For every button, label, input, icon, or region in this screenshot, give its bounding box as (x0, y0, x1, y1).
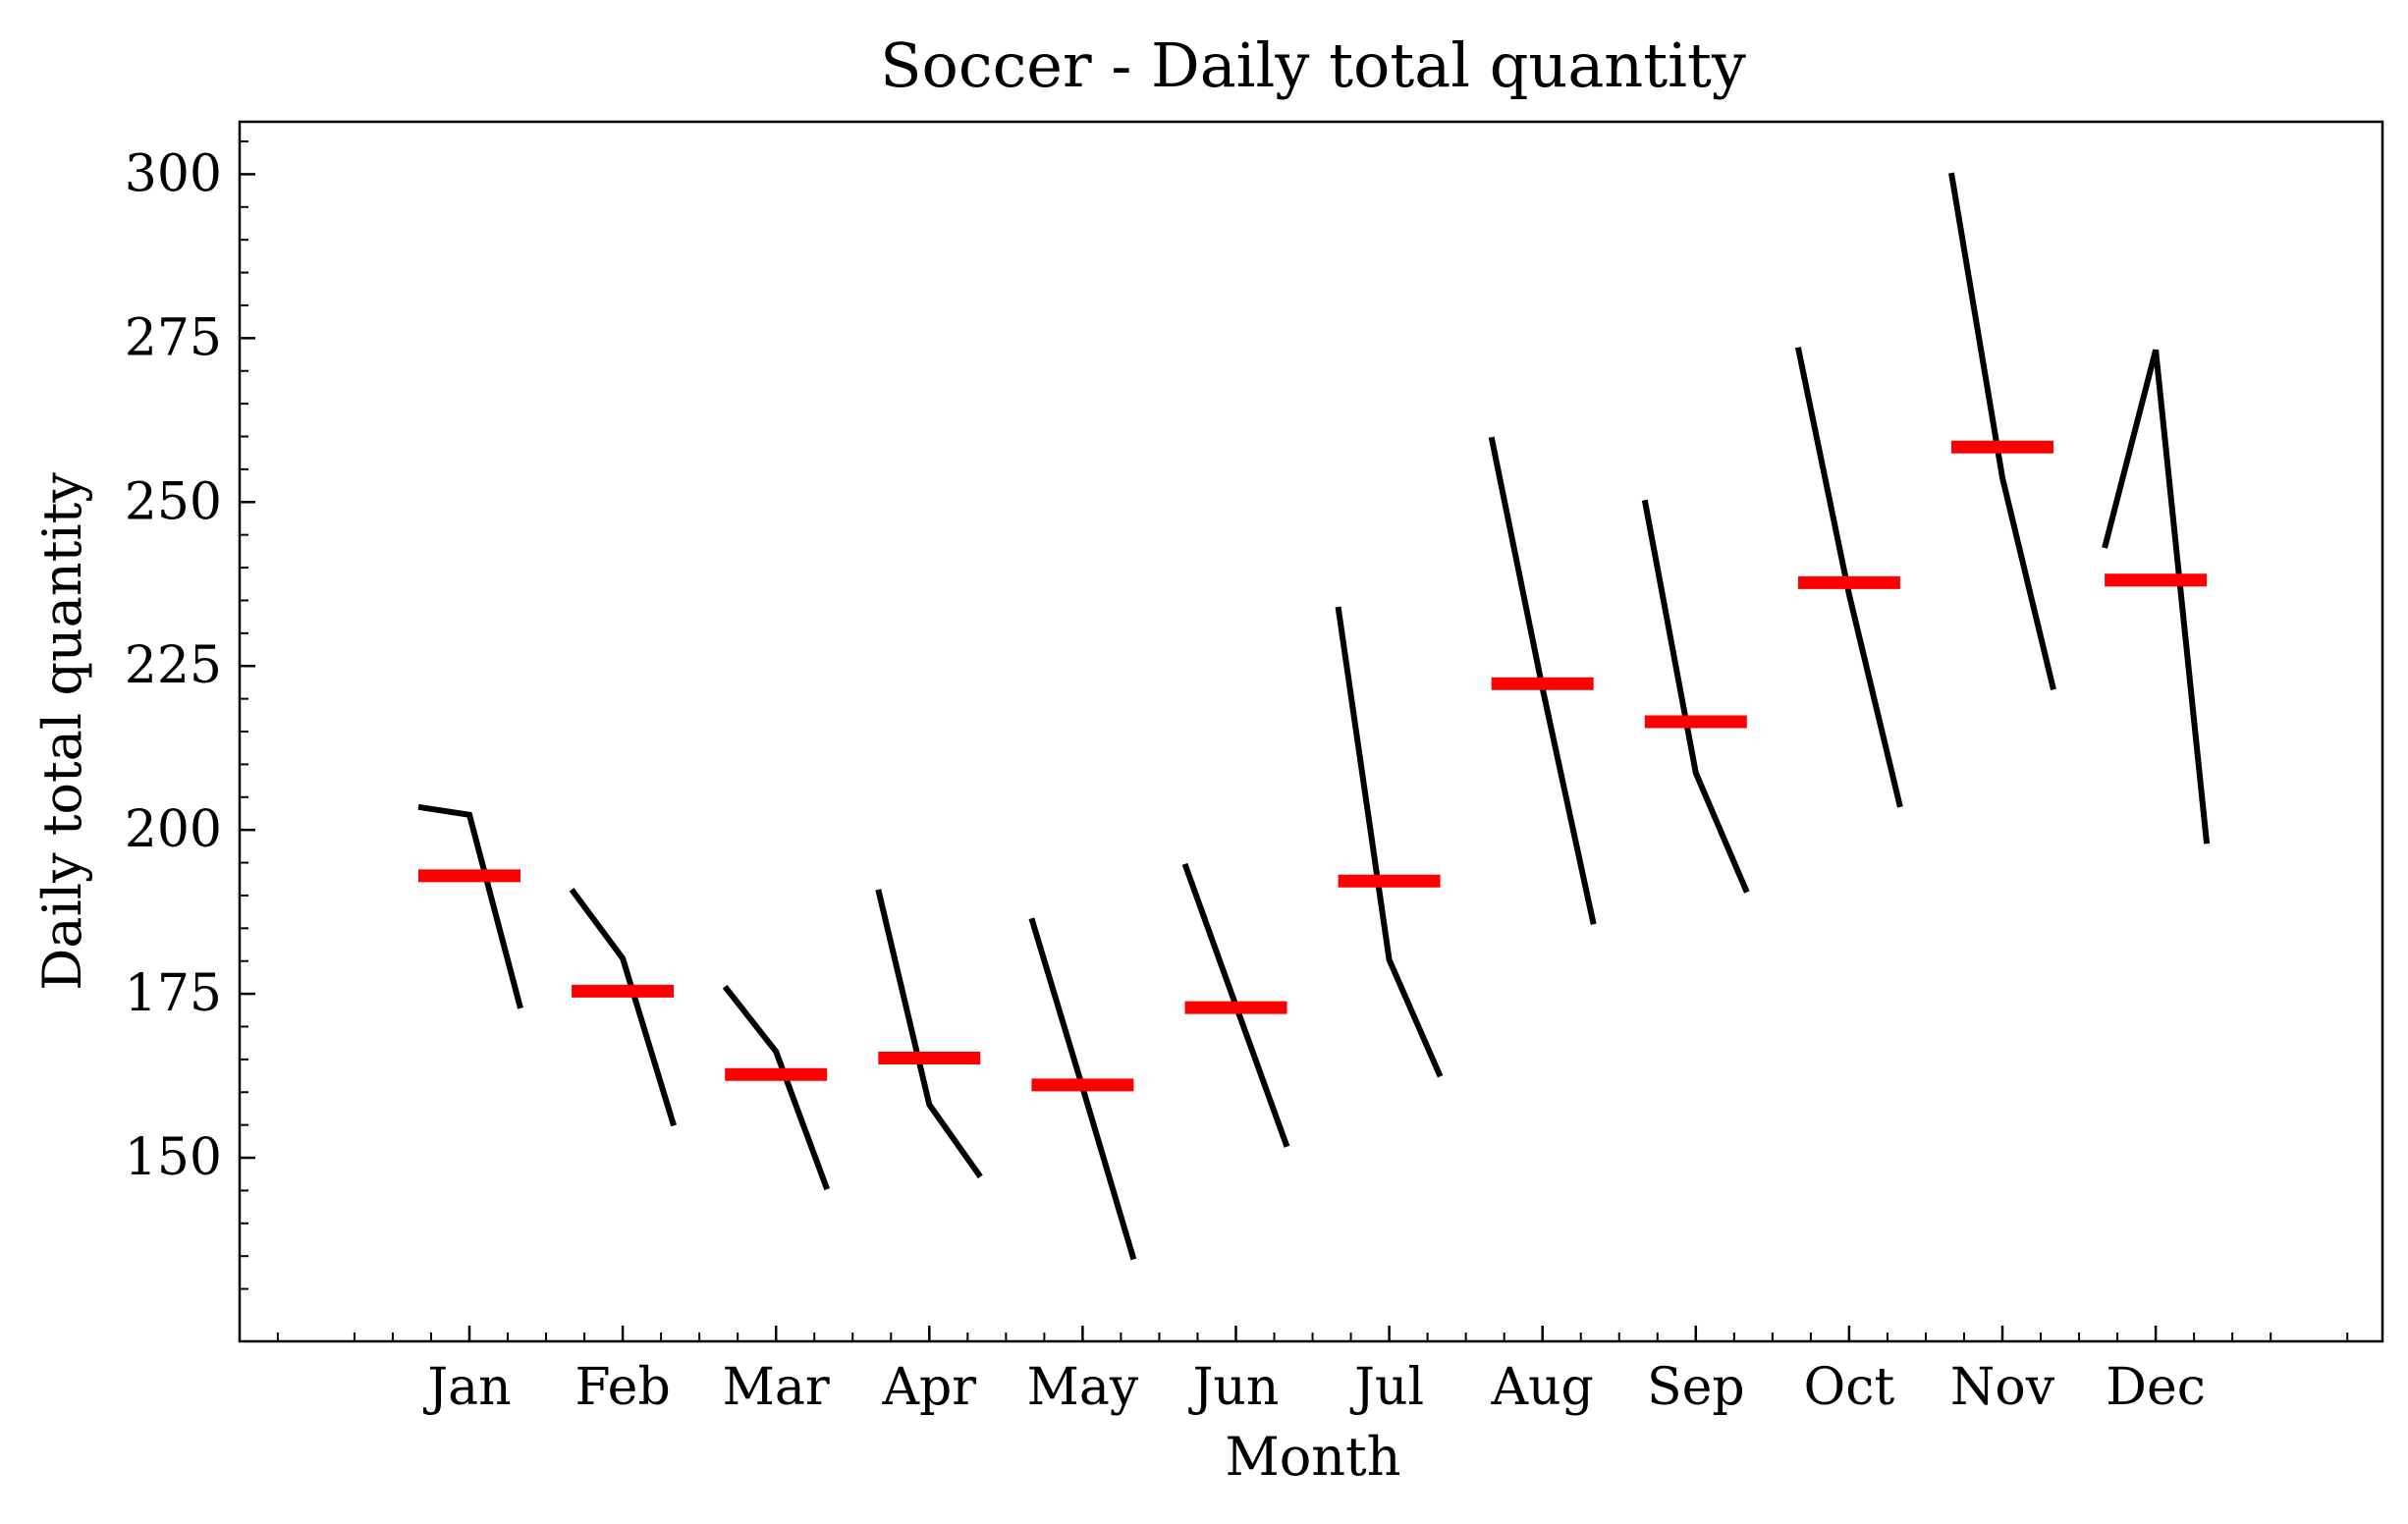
x-tick-label: Jun (1188, 1358, 1280, 1417)
y-tick-label: 250 (125, 472, 222, 531)
subseries-line-dec (2102, 349, 2211, 844)
y-axis-label: Daily total quantity (31, 472, 93, 991)
chart-title: Soccer - Daily total quantity (880, 29, 1746, 101)
x-tick-label: Jan (422, 1358, 511, 1417)
subseries-line-feb (569, 888, 677, 1127)
y-tick-label: 200 (125, 800, 222, 859)
x-tick-label: Nov (1950, 1358, 2055, 1417)
x-tick-label: Jul (1349, 1358, 1424, 1417)
series-layer (417, 172, 2211, 1261)
plot-frame (238, 120, 2384, 1343)
subseries-line-jan (417, 803, 523, 1009)
y-tick-label: 275 (125, 308, 222, 367)
subseries-line-apr (875, 889, 983, 1179)
ticks-layer: 150 175 200 225 250 275 300 Jan Feb Mar Apr May Jun J… (125, 140, 2349, 1417)
y-tick-label: 300 (125, 144, 222, 203)
x-tick-label: Dec (2106, 1358, 2206, 1417)
subseries-line-jul (1335, 606, 1444, 1078)
x-axis-label: Month (1225, 1426, 1400, 1488)
subseries-line-mar (722, 984, 831, 1191)
y-tick-label: 225 (125, 636, 222, 695)
x-tick-label: Oct (1804, 1358, 1895, 1417)
x-tick-label: Apr (881, 1358, 976, 1417)
x-tick-label: Aug (1491, 1358, 1594, 1417)
subseries-line-sep (1641, 499, 1750, 894)
x-tick-label: Sep (1647, 1358, 1745, 1417)
y-tick-label: 175 (125, 964, 222, 1023)
x-tick-label: Mar (723, 1358, 830, 1417)
x-tick-label: Feb (575, 1358, 670, 1417)
subseries-line-nov (1948, 172, 2056, 691)
subseries-line-oct (1794, 347, 1903, 808)
x-tick-label: May (1027, 1358, 1139, 1417)
y-tick-label: 150 (125, 1128, 222, 1187)
